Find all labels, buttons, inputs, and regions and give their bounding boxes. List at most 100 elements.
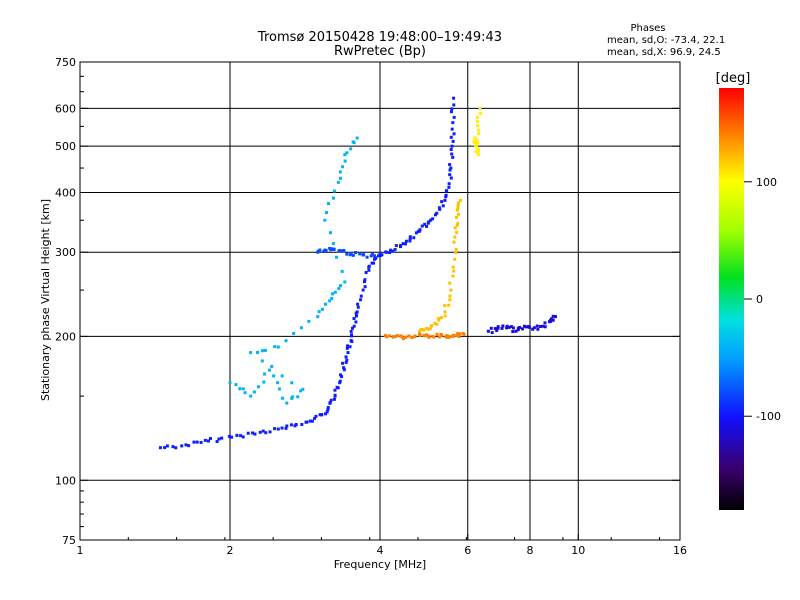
data-point (326, 405, 330, 409)
data-point (391, 335, 395, 339)
data-point (447, 185, 451, 189)
data-point (448, 281, 452, 285)
data-point (444, 195, 448, 199)
data-point (426, 327, 430, 331)
series-points (472, 106, 482, 157)
data-point (367, 268, 371, 272)
data-point (260, 349, 264, 353)
data-point (158, 446, 162, 450)
data-point (447, 182, 451, 186)
colorbar-ticks: 100 0 -100 (744, 176, 781, 423)
data-point (290, 395, 294, 399)
data-point (263, 348, 267, 352)
data-point (346, 344, 350, 348)
data-point (435, 322, 439, 326)
data-point (228, 381, 232, 385)
data-point (428, 327, 432, 331)
data-point (437, 318, 441, 322)
data-point (410, 336, 414, 340)
data-point (341, 361, 345, 365)
data-point (553, 315, 557, 319)
colorbar-tick-label: 100 (756, 176, 777, 189)
data-point (276, 427, 280, 431)
data-point (454, 250, 458, 254)
data-point (531, 327, 535, 331)
data-point (403, 242, 407, 246)
data-point (408, 239, 412, 243)
data-point (408, 235, 412, 239)
data-point (359, 294, 363, 298)
data-point (294, 423, 298, 427)
data-point (256, 385, 260, 389)
data-point (220, 436, 224, 440)
data-point (171, 445, 175, 449)
grid-lines (80, 62, 680, 540)
data-point (457, 212, 461, 216)
data-point (425, 224, 429, 228)
data-point (549, 317, 553, 321)
data-point (340, 375, 344, 379)
data-point (238, 387, 242, 391)
data-point (419, 327, 423, 331)
data-point (490, 331, 494, 335)
data-point (380, 253, 384, 257)
data-point (443, 314, 447, 318)
data-point (444, 193, 448, 197)
data-point (436, 317, 440, 321)
data-point (511, 330, 515, 334)
data-point (354, 314, 358, 318)
data-point (394, 244, 398, 248)
data-point (407, 334, 411, 338)
data-point (448, 163, 452, 167)
data-point (541, 324, 545, 328)
data-point (342, 249, 346, 253)
data-point (328, 246, 332, 250)
data-point (449, 176, 453, 180)
data-point (440, 333, 444, 337)
data-point (323, 302, 327, 306)
chart-title: Tromsø 20150428 19:48:00–19:49:43 (257, 30, 502, 45)
data-point (422, 328, 426, 332)
data-point (448, 173, 452, 177)
data-point (329, 398, 333, 402)
data-point (241, 387, 245, 391)
data-point (433, 321, 437, 325)
data-point (443, 198, 447, 202)
data-point (320, 413, 324, 417)
data-point (452, 115, 456, 119)
data-point (370, 252, 374, 256)
data-point (521, 327, 525, 331)
data-point (331, 241, 335, 245)
data-point (439, 316, 443, 320)
data-point (507, 325, 511, 329)
data-point (341, 165, 345, 169)
colorbar-label: [deg] (716, 71, 751, 86)
data-point (340, 269, 344, 273)
data-point (359, 298, 363, 302)
data-point (451, 265, 455, 269)
data-point (276, 381, 280, 385)
data-point (524, 325, 528, 329)
y-tick-label: 400 (55, 186, 76, 199)
y-tick-label: 600 (55, 102, 76, 115)
colorbar-tick-label: -100 (756, 410, 781, 423)
data-point (456, 206, 460, 210)
data-point (452, 103, 456, 107)
data-point (445, 334, 449, 338)
data-point (447, 303, 451, 307)
data-point (332, 196, 336, 200)
data-point (417, 329, 421, 333)
data-point (543, 325, 547, 329)
data-point (452, 269, 456, 273)
data-point (435, 211, 439, 215)
data-point (199, 440, 203, 444)
x-tick-label: 8 (527, 544, 534, 557)
data-point (437, 206, 441, 210)
data-point (339, 373, 343, 377)
data-point (449, 166, 453, 170)
data-point (472, 140, 476, 144)
series-points (228, 136, 359, 405)
data-point (192, 440, 196, 444)
data-point (462, 332, 466, 336)
data-point (284, 339, 288, 343)
